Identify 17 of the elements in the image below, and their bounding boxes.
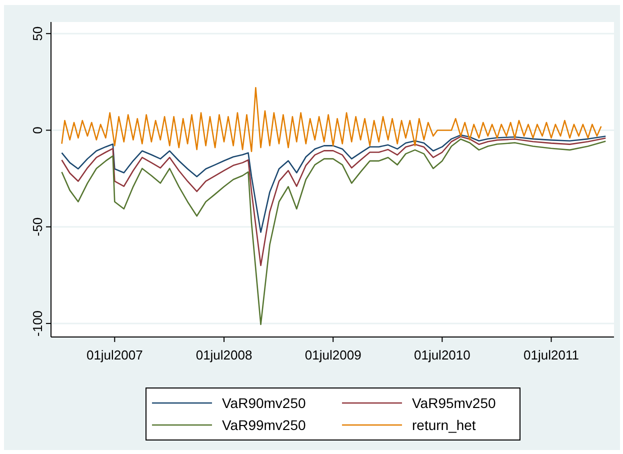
y-tick-label: -100 [30,310,45,336]
legend-label: VaR95mv250 [412,395,496,411]
legend-label: VaR90mv250 [222,395,306,411]
y-tick-label: -50 [30,217,45,236]
line-series [61,134,606,233]
x-tick-label: 01jul2009 [304,347,362,362]
line-series [61,87,602,152]
y-tick-label: 0 [30,126,45,134]
legend-label: VaR99mv250 [222,417,306,433]
y-tick-label: 50 [30,26,45,41]
line-series [61,138,606,326]
line-series [61,136,606,266]
x-tick-label: 01jul2010 [414,347,470,362]
x-tick-label: 01jul2008 [196,347,252,362]
legend-label: return_het [412,417,476,433]
x-tick-label: 01jul2011 [524,347,579,362]
x-tick-label: 01jul2007 [86,347,143,362]
